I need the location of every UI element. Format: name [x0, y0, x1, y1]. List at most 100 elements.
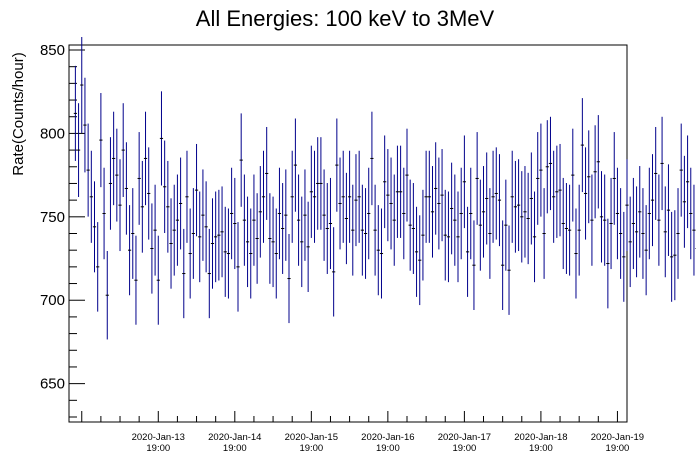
data-point — [663, 186, 667, 278]
data-point — [606, 218, 610, 309]
data-point — [290, 150, 294, 243]
data-point — [647, 167, 651, 260]
data-point — [612, 132, 616, 225]
data-point — [497, 154, 502, 247]
x-axis: 2020-Jan-1319:002020-Jan-1419:002020-Jan… — [81, 411, 644, 454]
data-point — [389, 157, 393, 250]
data-point — [147, 147, 151, 240]
data-point — [194, 143, 199, 237]
data-point — [281, 183, 285, 274]
data-point — [185, 150, 189, 243]
data-point — [312, 150, 317, 243]
data-point — [198, 191, 202, 283]
data-point — [692, 184, 696, 276]
x-tick-date: 2020-Jan-18 — [514, 432, 567, 443]
data-point — [287, 233, 291, 324]
data-point — [121, 103, 125, 197]
data-point — [233, 177, 237, 270]
data-point — [494, 147, 498, 240]
data-point — [465, 206, 470, 297]
data-point — [475, 132, 479, 225]
chart-title: All Energies: 100 keV to 3MeV — [196, 6, 495, 31]
data-point — [571, 128, 575, 222]
data-point — [587, 130, 591, 224]
data-point — [210, 198, 215, 289]
data-point — [277, 167, 282, 260]
data-point — [596, 115, 600, 209]
data-point — [520, 171, 524, 263]
data-point — [478, 179, 482, 271]
data-point — [532, 191, 537, 283]
data-point — [348, 150, 352, 243]
data-point — [485, 152, 489, 245]
data-point — [360, 184, 364, 276]
data-point — [271, 196, 275, 288]
data-point — [156, 235, 160, 325]
data-point — [265, 126, 269, 220]
x-tick-date: 2020-Jan-13 — [132, 432, 185, 443]
data-point — [140, 160, 144, 253]
data-point — [83, 77, 87, 173]
data-point — [628, 196, 632, 288]
data-point — [159, 91, 164, 186]
data-point — [341, 150, 345, 243]
data-point — [462, 135, 466, 229]
data-point — [105, 250, 109, 340]
data-point — [217, 189, 221, 281]
data-point — [472, 220, 476, 310]
x-tick-time: 19:00 — [529, 443, 553, 454]
data-point — [376, 205, 380, 296]
data-point — [322, 169, 326, 261]
data-point — [258, 166, 262, 258]
data-point — [214, 191, 218, 283]
data-point — [685, 135, 690, 229]
data-point — [335, 118, 339, 212]
data-point — [166, 160, 170, 253]
data-point — [414, 206, 419, 297]
data-point — [666, 164, 671, 256]
data-point — [226, 208, 231, 299]
data-point — [580, 98, 584, 193]
y-tick-label: 750 — [40, 209, 65, 226]
data-point — [634, 186, 639, 278]
x-tick-date: 2020-Jan-14 — [208, 432, 261, 443]
data-point — [424, 150, 428, 243]
data-point — [536, 132, 540, 225]
data-point — [179, 157, 183, 250]
data-point — [239, 113, 243, 207]
x-tick-time: 19:00 — [146, 443, 170, 454]
x-tick-time: 19:00 — [452, 443, 476, 454]
data-point — [552, 150, 556, 243]
data-point — [325, 183, 329, 274]
data-point — [73, 65, 77, 161]
data-point — [561, 177, 565, 270]
data-point — [682, 155, 686, 248]
data-point — [112, 111, 116, 206]
data-point — [118, 159, 122, 252]
data-point — [689, 167, 693, 260]
data-point — [456, 191, 460, 283]
data-point — [296, 174, 301, 266]
data-point — [558, 143, 562, 237]
data-point — [357, 150, 361, 243]
data-point — [306, 201, 310, 292]
data-point — [201, 169, 205, 261]
data-point — [367, 167, 371, 260]
data-point — [430, 166, 435, 258]
data-point — [303, 169, 307, 261]
data-point — [574, 208, 578, 299]
data-point — [676, 188, 680, 279]
data-point — [625, 159, 629, 252]
data-point — [418, 215, 422, 306]
data-point — [402, 167, 406, 260]
y-axis-label: Rate(Counts/hour) — [10, 52, 27, 175]
data-point — [175, 174, 180, 266]
data-point — [529, 152, 533, 245]
data-point — [245, 196, 250, 288]
data-point — [191, 188, 195, 279]
x-tick-date: 2020-Jan-15 — [285, 432, 338, 443]
data-point — [539, 123, 543, 217]
data-point — [411, 183, 415, 274]
data-point — [523, 166, 527, 258]
data-point — [344, 172, 348, 265]
